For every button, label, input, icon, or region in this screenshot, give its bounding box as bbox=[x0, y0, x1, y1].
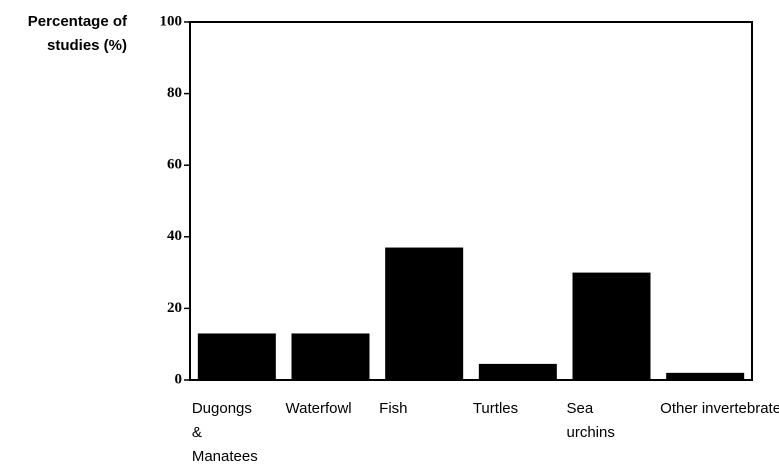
x-tick-label: Fish bbox=[379, 397, 439, 421]
bar bbox=[479, 364, 557, 380]
y-tick-label: 80 bbox=[167, 85, 182, 101]
plot-frame bbox=[190, 22, 752, 380]
x-tick-label: Other invertebrates bbox=[660, 397, 779, 421]
y-tick-label: 20 bbox=[167, 300, 182, 316]
x-tick-label: Dugongs & Manatees bbox=[192, 397, 264, 469]
y-axis-label: Percentage of studies (%) bbox=[0, 10, 127, 58]
bar bbox=[292, 333, 370, 380]
y-tick-label: 60 bbox=[167, 157, 182, 173]
bar bbox=[573, 273, 651, 380]
chart: 0 20 40 60 80 100 Percentage of studies (%) D… bbox=[0, 0, 779, 470]
y-tick-label: 0 bbox=[175, 371, 183, 387]
x-tick-label: Waterfowl bbox=[286, 397, 376, 421]
bar bbox=[666, 373, 744, 380]
x-tick-label: Turtles bbox=[473, 397, 543, 421]
y-tick-label: 100 bbox=[160, 13, 183, 29]
x-tick-label: Sea urchins bbox=[567, 397, 629, 445]
y-tick-label: 40 bbox=[167, 228, 182, 244]
bar bbox=[198, 333, 276, 380]
bar bbox=[385, 248, 463, 380]
